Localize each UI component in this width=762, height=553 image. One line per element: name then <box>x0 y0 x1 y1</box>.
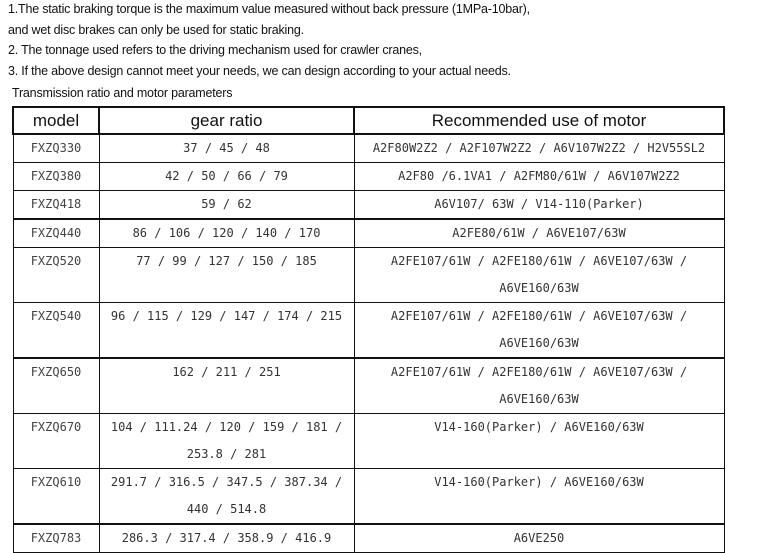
note-2: 2. The tonnage used refers to the drivin… <box>8 43 422 57</box>
model-cell: FXZQ330 <box>12 133 100 163</box>
gear-ratio-cell: 162 / 211 / 251 <box>98 357 355 414</box>
gear-ratio-cell: 96 / 115 / 129 / 147 / 174 / 215 <box>98 302 355 359</box>
model-cell: FXZQ418 <box>12 190 100 220</box>
gear-ratio-cell: 86 / 106 / 120 / 140 / 170 <box>98 218 355 248</box>
motor-cell: A2F80 /6.1VA1 / A2FM80/61W / A6V107W2Z2 <box>353 162 725 191</box>
gear-ratio-cell: 291.7 / 316.5 / 347.5 / 387.34 / 440 / 5… <box>98 468 355 525</box>
model-cell: FXZQ520 <box>12 247 100 303</box>
gear-ratio-cell: 59 / 62 <box>98 190 355 220</box>
motor-cell: A2FE80/61W / A6VE107/63W <box>353 218 725 248</box>
motor-cell: A2FE107/61W / A2FE180/61W / A6VE107/63W … <box>353 302 725 359</box>
model-cell: FXZQ650 <box>12 357 100 414</box>
table-row: FXZQ670 104 / 111.24 / 120 / 159 / 181 / … <box>12 413 725 469</box>
note-3: 3. If the above design cannot meet your … <box>8 64 511 78</box>
model-cell: FXZQ670 <box>12 413 100 469</box>
table-row: FXZQ540 96 / 115 / 129 / 147 / 174 / 215 A… <box>12 302 725 359</box>
gear-ratio-cell: 37 / 45 / 48 <box>98 133 355 163</box>
gear-ratio-cell: 42 / 50 / 66 / 79 <box>98 162 355 191</box>
model-cell: FXZQ440 <box>12 218 100 248</box>
gear-ratio-cell: 77 / 99 / 127 / 150 / 185 <box>98 247 355 303</box>
motor-cell: A2FE107/61W / A2FE180/61W / A6VE107/63W … <box>353 247 725 303</box>
table-row: FXZQ330 37 / 45 / 48 A2F80W2Z2 / A2F107W2Z… <box>12 133 725 163</box>
parameters-table: model gear ratio Recommended use of moto… <box>12 106 725 553</box>
table-row: FXZQ610 291.7 / 316.5 / 347.5 / 387.34 / … <box>12 468 725 525</box>
gear-ratio-cell: 286.3 / 317.4 / 358.9 / 416.9 <box>98 523 355 553</box>
motor-cell: A6V107/ 63W / V14-110(Parker) <box>353 190 725 220</box>
motor-cell: V14-160(Parker) / A6VE160/63W <box>353 413 725 469</box>
model-cell: FXZQ540 <box>12 302 100 359</box>
model-cell: FXZQ380 <box>12 162 100 191</box>
motor-cell: A6VE250 <box>353 523 725 553</box>
gear-ratio-cell: 104 / 111.24 / 120 / 159 / 181 / 253.8 /… <box>98 413 355 469</box>
header-model: model <box>12 106 100 135</box>
header-motor: Recommended use of motor <box>353 106 725 135</box>
note-1-cont: and wet disc brakes can only be used for… <box>8 23 304 37</box>
table-row: FXZQ418 59 / 62 A6V107/ 63W / V14-110(Park… <box>12 190 725 220</box>
table-row: FXZQ440 86 / 106 / 120 / 140 / 170 A2FE80/… <box>12 218 725 248</box>
note-1: 1.The static braking torque is the maxim… <box>8 2 530 16</box>
motor-cell: V14-160(Parker) / A6VE160/63W <box>353 468 725 525</box>
table-row: FXZQ380 42 / 50 / 66 / 79 A2F80 /6.1VA1 / … <box>12 162 725 191</box>
header-row: model gear ratio Recommended use of moto… <box>12 106 725 135</box>
motor-cell: A2F80W2Z2 / A2F107W2Z2 / A6V107W2Z2 / H2… <box>353 133 725 163</box>
header-gear-ratio: gear ratio <box>98 106 355 135</box>
motor-cell: A2FE107/61W / A2FE180/61W / A6VE107/63W … <box>353 357 725 414</box>
table-row: FXZQ520 77 / 99 / 127 / 150 / 185 A2FE107/… <box>12 247 725 303</box>
table-caption: Transmission ratio and motor parameters <box>12 86 233 100</box>
model-cell: FXZQ610 <box>12 468 100 525</box>
model-cell: FXZQ783 <box>12 523 100 553</box>
table-row: FXZQ783 286.3 / 317.4 / 358.9 / 416.9 A6VE… <box>12 523 725 553</box>
table-row: FXZQ650 162 / 211 / 251 A2FE107/61W / A2FE… <box>12 357 725 414</box>
